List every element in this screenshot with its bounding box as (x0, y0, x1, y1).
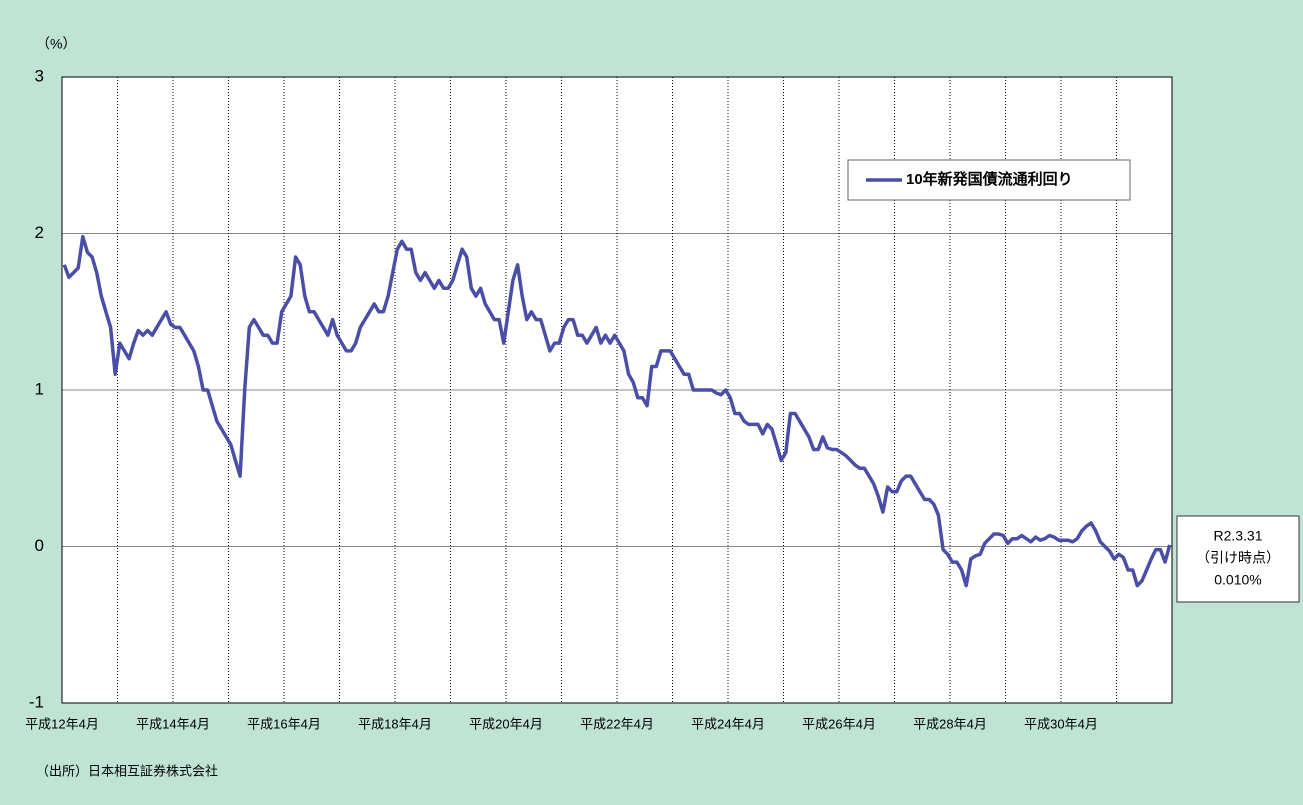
x-tick-label: 平成28年4月 (913, 716, 987, 731)
x-tick-label: 平成30年4月 (1024, 716, 1098, 731)
x-tick-label: 平成24年4月 (691, 716, 765, 731)
x-tick-label: 平成18年4月 (358, 716, 432, 731)
x-tick-label: 平成26年4月 (802, 716, 876, 731)
line (62, 234, 1172, 588)
x-tick-label: 平成20年4月 (469, 716, 543, 731)
annotation-text: （引け時点） (1196, 550, 1280, 566)
y-tick-label: -1 (29, 692, 44, 711)
annotation-text: 0.010% (1214, 572, 1261, 588)
y-tick-label: 0 (35, 536, 44, 555)
annotation-box (1176, 515, 1300, 603)
x-tick-label: 平成16年4月 (247, 716, 321, 731)
x-tick-label: 平成22年4月 (580, 716, 654, 731)
y-tick-label: 3 (35, 66, 44, 85)
y-axis-label: （%） (36, 36, 76, 52)
annotation-text: R2.3.31 (1213, 528, 1262, 544)
source: （出所）日本相互証券株式会社 (36, 763, 218, 778)
legend-label: 10年新発国債流通利回り (906, 170, 1073, 188)
plot-frame (61, 76, 1173, 704)
x-tick-label: 平成14年4月 (136, 716, 210, 731)
y-tick-label: 1 (35, 379, 44, 398)
x-tick-label: 平成12年4月 (25, 716, 99, 731)
y-tick-label: 2 (35, 223, 44, 242)
